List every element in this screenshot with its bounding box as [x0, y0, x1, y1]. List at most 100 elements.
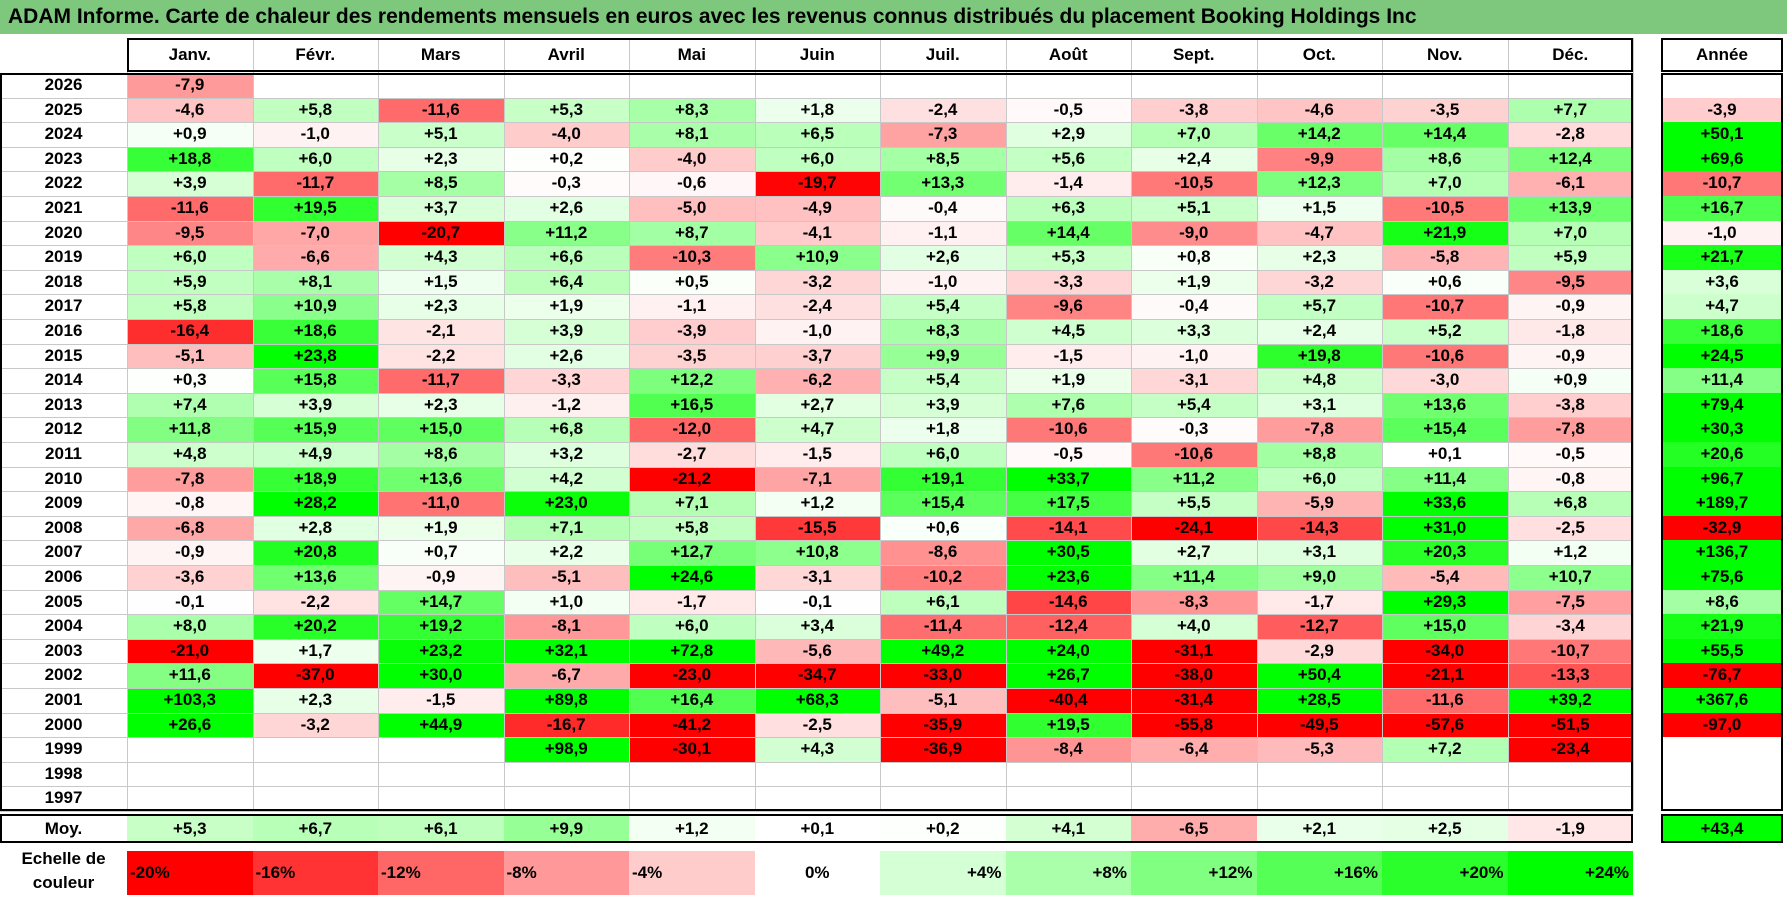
heatmap-cell: -0,8 [1507, 466, 1633, 492]
annual-cell: +18,6 [1661, 319, 1783, 344]
grid-line [0, 712, 1633, 714]
heatmap-cell: -1,0 [880, 269, 1006, 295]
heatmap-cell: +5,1 [378, 122, 504, 147]
year-label: 2004 [44, 616, 83, 636]
heatmap-cell: -0,3 [503, 171, 629, 196]
heatmap-cell: -9,9 [1256, 146, 1382, 172]
heatmap-cell: +9,9 [880, 343, 1006, 369]
month-header: Déc. [1552, 45, 1589, 64]
heatmap-cell: +6,8 [503, 417, 629, 442]
heatmap-cell [1131, 73, 1257, 98]
average-cell: -1,9 [1507, 814, 1633, 843]
average-cell: +5,3 [127, 814, 253, 843]
heatmap-cell [252, 761, 378, 787]
heatmap-cell: -10,3 [629, 245, 755, 270]
grid-line [1633, 38, 1634, 811]
heatmap-cell: +2,4 [1131, 146, 1257, 172]
heatmap-cell [127, 786, 253, 811]
heatmap-cell: +8,8 [1256, 442, 1382, 467]
heatmap-cell: -11,7 [252, 171, 378, 196]
month-header: Juin [799, 45, 835, 64]
heatmap-cell [754, 761, 880, 787]
heatmap-cell [252, 737, 378, 762]
heatmap-cell: -9,5 [127, 220, 253, 246]
heatmap-cell [1131, 761, 1257, 787]
heatmap-cell: +1,5 [378, 269, 504, 295]
heatmap-cell: -3,8 [1131, 97, 1257, 123]
heatmap-cell [880, 73, 1006, 98]
annual-cell: +50,1 [1661, 122, 1783, 147]
scale-swatch: -8% [503, 851, 629, 895]
annual-cell [1661, 761, 1783, 787]
heatmap-cell: +8,1 [252, 269, 378, 295]
heatmap-cell: +68,3 [754, 688, 880, 713]
heatmap-cell: -8,4 [1005, 737, 1131, 762]
grid-line [0, 220, 1633, 222]
scale-swatch: -12% [378, 851, 504, 895]
heatmap-cell: +2,2 [503, 540, 629, 565]
heatmap-cell: -7,8 [1256, 417, 1382, 442]
year-label: 2009 [44, 493, 83, 513]
heatmap-cell: -1,0 [1131, 343, 1257, 369]
heatmap-cell: -2,7 [629, 442, 755, 467]
heatmap-cell [1256, 761, 1382, 787]
heatmap-cell: +3,9 [503, 319, 629, 344]
month-header: Sept. [1172, 45, 1215, 64]
annual-cell: +3,6 [1661, 269, 1783, 295]
heatmap-cell: -2,1 [378, 319, 504, 344]
year-label: 2001 [44, 690, 83, 709]
grid-line [0, 614, 1633, 616]
heatmap-cell: +2,7 [1131, 540, 1257, 565]
heatmap-cell: -3,2 [754, 269, 880, 295]
heatmap-cell: +26,6 [127, 712, 253, 738]
annual-cell: +16,7 [1661, 196, 1783, 221]
heatmap-cell: -14,3 [1256, 515, 1382, 541]
annual-cell: +21,9 [1661, 614, 1783, 639]
average-cell: +4,1 [1005, 814, 1131, 843]
heatmap-cell: -11,6 [378, 97, 504, 123]
heatmap-cell: +5,4 [1131, 392, 1257, 418]
annual-average-cell: +43,4 [1661, 814, 1783, 843]
heatmap-cell: -10,7 [1382, 294, 1508, 319]
heatmap-cell: +7,1 [629, 491, 755, 516]
heatmap-cell: -2,5 [1507, 515, 1633, 541]
heatmap-cell: +6,1 [880, 589, 1006, 615]
heatmap-cell: +12,2 [629, 368, 755, 393]
heatmap-cell: +29,3 [1382, 589, 1508, 615]
heatmap-cell: -2,5 [754, 712, 880, 738]
heatmap-cell: +1,0 [503, 589, 629, 615]
average-cell: +6,7 [252, 814, 378, 843]
heatmap-cell: +7,0 [1131, 122, 1257, 147]
scale-swatch: +12% [1131, 851, 1257, 895]
year-label: 2020 [44, 222, 83, 242]
grid-line [0, 343, 1633, 345]
heatmap-cell: +17,5 [1005, 491, 1131, 516]
heatmap-cell: +72,8 [629, 638, 755, 664]
average-cell: +1,2 [629, 814, 755, 843]
grid-line [880, 38, 881, 811]
average-cell: +6,1 [378, 814, 504, 843]
heatmap-cell: +28,2 [252, 491, 378, 516]
heatmap-cell: +4,0 [1131, 614, 1257, 639]
heatmap-cell: +1,7 [252, 638, 378, 664]
heatmap-cell: -3,9 [629, 319, 755, 344]
heatmap-cell: +30,5 [1005, 540, 1131, 565]
heatmap-cell [378, 73, 504, 98]
heatmap-cell: +19,1 [880, 466, 1006, 492]
heatmap-cell: +8,6 [378, 442, 504, 467]
heatmap-cell: -0,5 [1507, 442, 1633, 467]
heatmap-cell: +4,8 [127, 442, 253, 467]
heatmap-cell: +98,9 [503, 737, 629, 762]
heatmap-cell: +31,0 [1382, 515, 1508, 541]
year-label: 2019 [44, 247, 83, 267]
year-label: 1999 [44, 739, 83, 759]
heatmap-cell: -0,4 [1131, 294, 1257, 319]
heatmap-cell: -10,7 [1507, 638, 1633, 664]
grid-line [1256, 38, 1258, 811]
annual-cell: +4,7 [1661, 294, 1783, 319]
heatmap-cell: -4,6 [1256, 97, 1382, 123]
heatmap-cell: -6,6 [252, 245, 378, 270]
heatmap-cell: +6,0 [754, 146, 880, 172]
year-label: 2010 [44, 468, 83, 488]
heatmap-cell: +6,6 [503, 245, 629, 270]
